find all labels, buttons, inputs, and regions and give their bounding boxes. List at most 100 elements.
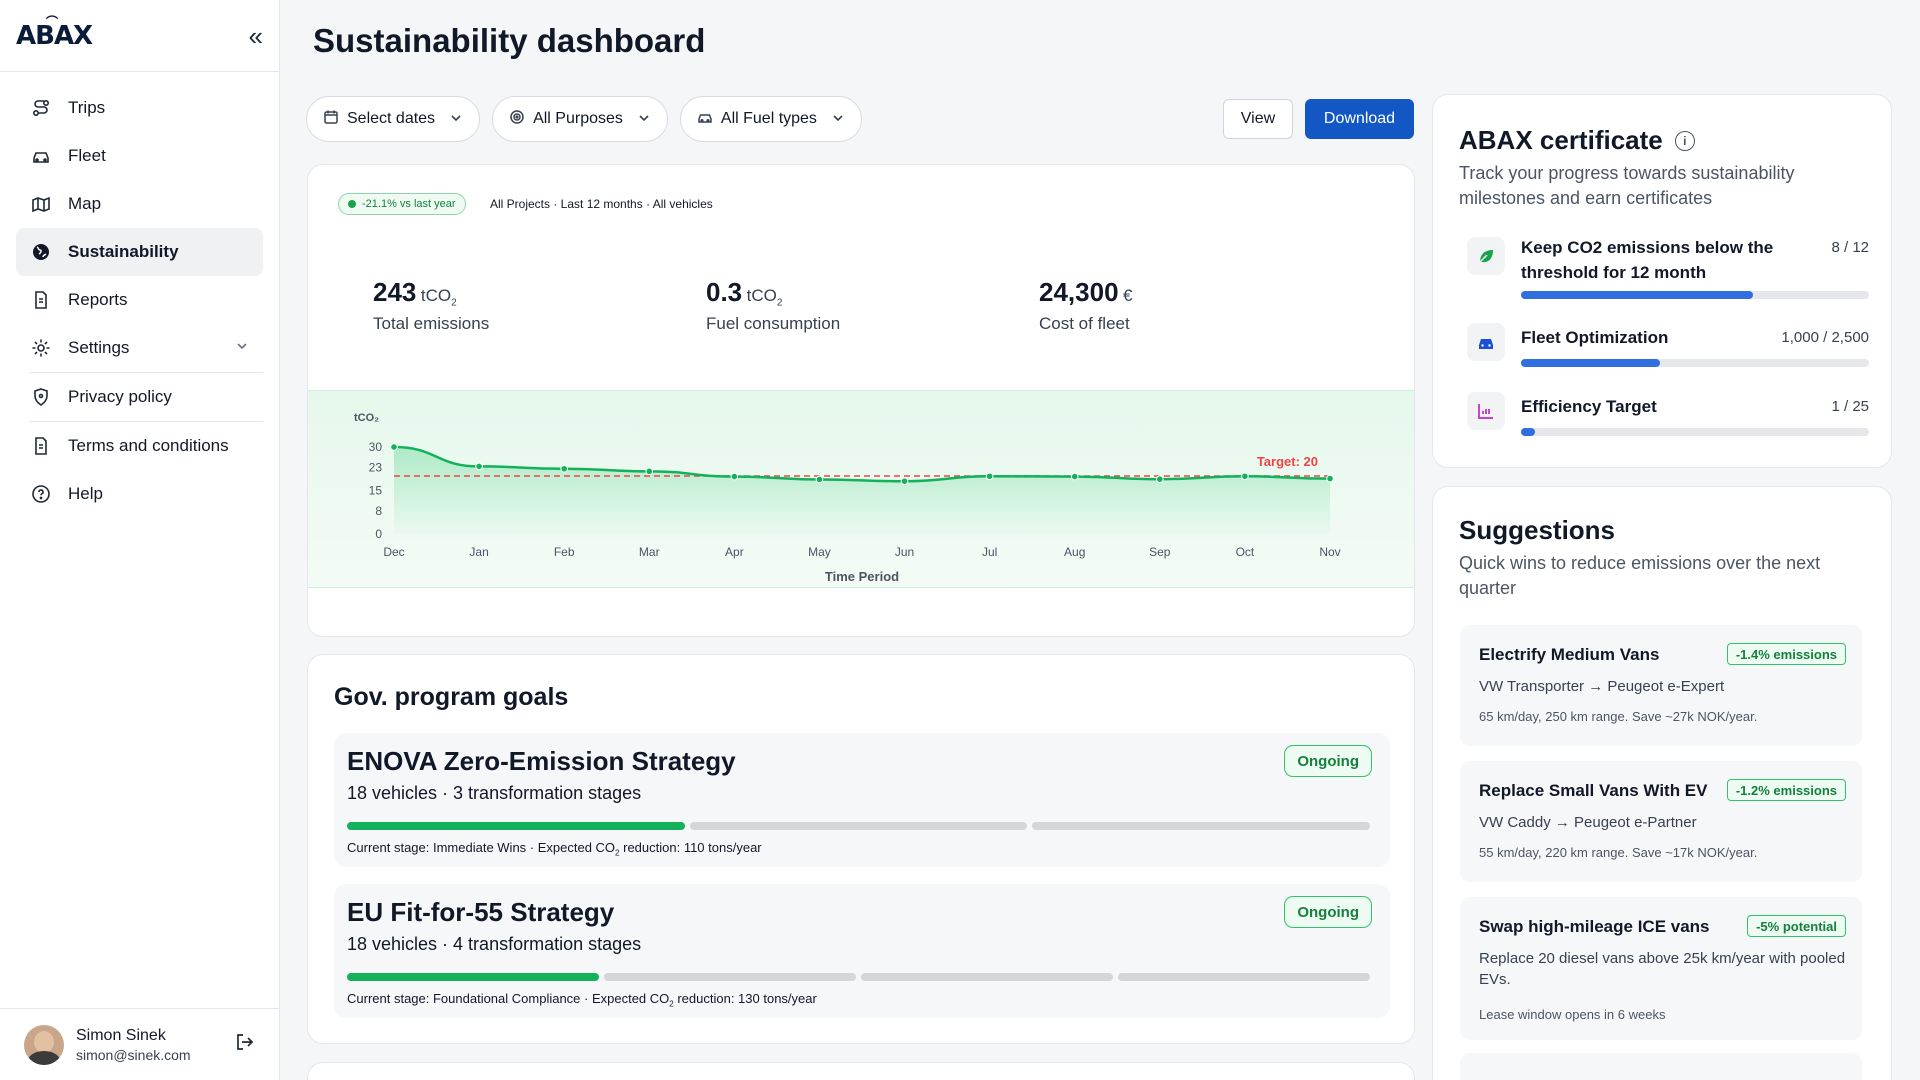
suggestions-card: Suggestions Quick wins to reduce emissio… <box>1432 486 1892 1080</box>
document-icon <box>30 289 52 311</box>
milestone-item[interactable]: Fleet Optimization 1,000 / 2,500 <box>1467 323 1869 375</box>
sidebar-item-map[interactable]: Map <box>16 180 263 228</box>
milestone-count: 1 / 25 <box>1831 398 1869 415</box>
suggestion-description: Replace 20 diesel vans above 25k km/year… <box>1479 950 1846 988</box>
y-tick-label: 0 <box>375 527 382 541</box>
goal-item[interactable]: EU Fit-for-55 Strategy 18 vehicles · 4 t… <box>334 884 1390 1018</box>
sidebar-divider <box>30 372 263 373</box>
milestone-progress-fill <box>1521 428 1535 436</box>
impact-badge: -1.4% emissions <box>1726 643 1846 665</box>
gov-goals-card: Gov. program goals ENOVA Zero-Emission S… <box>307 654 1415 1044</box>
stage-progress <box>347 973 1370 981</box>
sidebar-item-label: Terms and conditions <box>68 436 229 455</box>
document-icon <box>30 435 52 457</box>
fuel-filter[interactable]: All Fuel types <box>679 96 862 142</box>
milestone-item[interactable]: Keep CO2 emissions below the threshold f… <box>1467 235 1869 301</box>
data-point <box>815 475 824 484</box>
y-tick-label: 23 <box>369 460 383 474</box>
x-tick-label: Dec <box>383 545 404 559</box>
suggestions-subtitle: Quick wins to reduce emissions over the … <box>1459 553 1821 598</box>
certificate-title: ABAX certificate i <box>1459 125 1695 156</box>
x-axis-label: Time Period <box>825 569 899 584</box>
collapse-sidebar-icon[interactable]: « <box>248 20 263 51</box>
goal-name: EU Fit-for-55 Strategy <box>347 897 615 927</box>
metric-fleet-cost: 24,300 € Cost of fleet <box>1039 277 1132 334</box>
chevron-down-icon <box>831 111 845 128</box>
sidebar-item-settings[interactable]: Settings <box>16 324 263 372</box>
suggestion-item[interactable]: Electrify Medium Vans -1.4% emissions VW… <box>1460 625 1862 746</box>
suggestion-item[interactable] <box>1460 1053 1862 1080</box>
metric-label: Fuel consumption <box>706 314 841 334</box>
status-dot <box>348 200 356 208</box>
milestone-progress-fill <box>1521 359 1661 367</box>
abax-logo[interactable]: ⌒ ABAX <box>16 14 93 51</box>
suggestions-title: Suggestions <box>1459 515 1616 545</box>
sidebar-header: ⌒ ABAX « <box>0 0 279 72</box>
stage-progress <box>347 822 1371 830</box>
goal-subtitle: 18 vehicles · 3 transformation stages <box>347 783 642 803</box>
car-icon <box>697 109 713 129</box>
metric-unit: tCO2 <box>420 286 457 309</box>
route-icon <box>30 97 52 119</box>
sidebar-item-label: Sustainability <box>68 242 179 261</box>
data-point <box>900 477 909 486</box>
stage-segment <box>1032 822 1371 830</box>
suggestion-detail: 65 km/day, 250 km range. Save ~27k NOK/y… <box>1479 709 1758 724</box>
target-label: Target: 20 <box>1257 454 1318 469</box>
data-point <box>390 443 398 451</box>
chevron-down-icon[interactable] <box>235 338 249 358</box>
next-card <box>307 1062 1415 1080</box>
data-point <box>985 472 994 481</box>
sidebar-item-label: Trips <box>68 98 106 117</box>
suggestion-item[interactable]: Swap high-mileage ICE vans -5% potential… <box>1460 897 1862 1040</box>
sidebar-item-fleet[interactable]: Fleet <box>16 132 263 180</box>
milestone-progress-fill <box>1521 291 1754 299</box>
sidebar-item-privacy[interactable]: Privacy policy <box>16 373 263 421</box>
info-icon[interactable]: i <box>1674 130 1695 151</box>
leaf-icon <box>1467 237 1505 275</box>
milestone-item[interactable]: Efficiency Target 1 / 25 <box>1467 392 1869 444</box>
car-icon <box>1467 323 1505 361</box>
milestone-count: 1,000 / 2,500 <box>1781 329 1869 346</box>
date-filter-label: Select dates <box>347 110 436 127</box>
suggestion-detail: 55 km/day, 220 km range. Save ~17k NOK/y… <box>1479 845 1758 860</box>
sidebar-item-label: Reports <box>68 290 128 309</box>
y-tick-label: 15 <box>369 484 383 498</box>
purpose-filter[interactable]: All Purposes <box>492 96 668 142</box>
date-filter[interactable]: Select dates <box>306 96 481 142</box>
sidebar-item-trips[interactable]: Trips <box>16 84 263 132</box>
x-tick-label: Jul <box>982 545 997 559</box>
sidebar-item-label: Fleet <box>68 146 106 165</box>
data-point <box>1326 474 1334 483</box>
metric-value: 24,300 <box>1039 277 1119 307</box>
sidebar-divider <box>30 421 263 422</box>
x-tick-label: May <box>808 545 831 559</box>
data-point <box>730 472 739 481</box>
sidebar-item-help[interactable]: Help <box>16 470 263 518</box>
y-axis-label: tCO₂ <box>354 412 379 424</box>
suggestion-item[interactable]: Replace Small Vans With EV -1.2% emissio… <box>1460 761 1862 882</box>
help-icon <box>30 483 52 505</box>
suggestion-description: VW Transporter → Peugeot e-Expert <box>1479 678 1725 695</box>
goal-item[interactable]: ENOVA Zero-Emission Strategy 18 vehicles… <box>334 733 1390 867</box>
x-tick-label: Jun <box>895 545 914 559</box>
sidebar-item-sustainability[interactable]: Sustainability <box>16 228 263 276</box>
view-button[interactable]: View <box>1223 99 1293 139</box>
goal-subtitle: 18 vehicles · 4 transformation stages <box>347 934 642 954</box>
stage-segment <box>604 973 856 981</box>
sidebar-item-reports[interactable]: Reports <box>16 276 263 324</box>
sidebar-item-terms[interactable]: Terms and conditions <box>16 422 263 470</box>
x-tick-label: Oct <box>1236 545 1255 559</box>
goal-name: ENOVA Zero-Emission Strategy <box>347 746 736 776</box>
logout-icon[interactable] <box>235 1032 255 1058</box>
series-line <box>393 445 1331 483</box>
emissions-line-chart: Target: 20 tCO₂ 0 8 15 23 30 Dec Jan Feb Mar Apr May… <box>354 412 1341 584</box>
suggestion-detail: Lease window opens in 6 weeks <box>1479 1007 1666 1022</box>
metric-fuel-consumption: 0.3 tCO2 Fuel consumption <box>706 277 840 334</box>
data-point <box>1156 475 1164 483</box>
data-point <box>475 462 483 471</box>
avatar[interactable] <box>24 1024 64 1065</box>
download-button[interactable]: Download <box>1305 99 1414 139</box>
x-tick-label: Feb <box>554 545 575 559</box>
sidebar-nav: Trips Fleet Map Sustainability Reports S… <box>0 72 279 518</box>
